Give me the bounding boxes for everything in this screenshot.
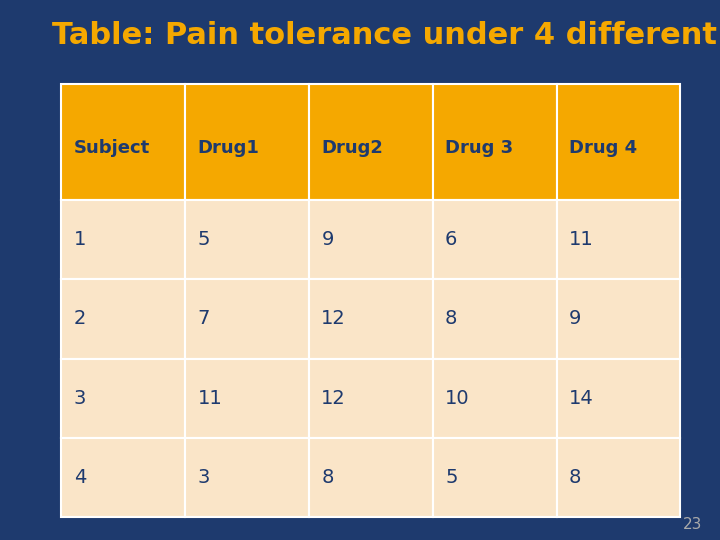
FancyBboxPatch shape: [557, 438, 680, 517]
Text: 12: 12: [321, 309, 346, 328]
Text: 11: 11: [569, 230, 594, 249]
Text: Subject: Subject: [73, 139, 150, 157]
Text: 9: 9: [321, 230, 333, 249]
FancyBboxPatch shape: [61, 359, 185, 438]
Text: 12: 12: [321, 389, 346, 408]
Text: 4: 4: [73, 468, 86, 487]
FancyBboxPatch shape: [433, 200, 557, 279]
FancyBboxPatch shape: [433, 84, 557, 200]
FancyBboxPatch shape: [309, 279, 433, 359]
Text: 5: 5: [445, 468, 458, 487]
Text: Drug2: Drug2: [321, 139, 383, 157]
Text: 7: 7: [197, 309, 210, 328]
Text: 9: 9: [569, 309, 581, 328]
Text: 8: 8: [445, 309, 457, 328]
Text: Drug 3: Drug 3: [445, 139, 513, 157]
Text: 5: 5: [197, 230, 210, 249]
Text: 11: 11: [197, 389, 222, 408]
Text: 3: 3: [73, 389, 86, 408]
Text: 1: 1: [73, 230, 86, 249]
Text: Table: Pain tolerance under 4 different drugs: Table: Pain tolerance under 4 different …: [52, 21, 720, 50]
FancyBboxPatch shape: [61, 438, 185, 517]
Text: 8: 8: [569, 468, 581, 487]
FancyBboxPatch shape: [557, 359, 680, 438]
Text: Drug1: Drug1: [197, 139, 259, 157]
FancyBboxPatch shape: [185, 438, 309, 517]
FancyBboxPatch shape: [557, 84, 680, 200]
FancyBboxPatch shape: [433, 359, 557, 438]
FancyBboxPatch shape: [309, 359, 433, 438]
Text: 14: 14: [569, 389, 594, 408]
FancyBboxPatch shape: [185, 359, 309, 438]
FancyBboxPatch shape: [61, 84, 185, 200]
FancyBboxPatch shape: [309, 200, 433, 279]
FancyBboxPatch shape: [557, 279, 680, 359]
Text: Drug 4: Drug 4: [569, 139, 637, 157]
Text: 3: 3: [197, 468, 210, 487]
Text: 23: 23: [683, 517, 702, 532]
FancyBboxPatch shape: [309, 438, 433, 517]
FancyBboxPatch shape: [433, 279, 557, 359]
Text: 2: 2: [73, 309, 86, 328]
FancyBboxPatch shape: [61, 279, 185, 359]
FancyBboxPatch shape: [185, 84, 309, 200]
FancyBboxPatch shape: [309, 84, 433, 200]
Text: 10: 10: [445, 389, 469, 408]
Text: 6: 6: [445, 230, 457, 249]
FancyBboxPatch shape: [185, 200, 309, 279]
FancyBboxPatch shape: [61, 200, 185, 279]
FancyBboxPatch shape: [433, 438, 557, 517]
FancyBboxPatch shape: [185, 279, 309, 359]
FancyBboxPatch shape: [557, 200, 680, 279]
Text: 8: 8: [321, 468, 333, 487]
